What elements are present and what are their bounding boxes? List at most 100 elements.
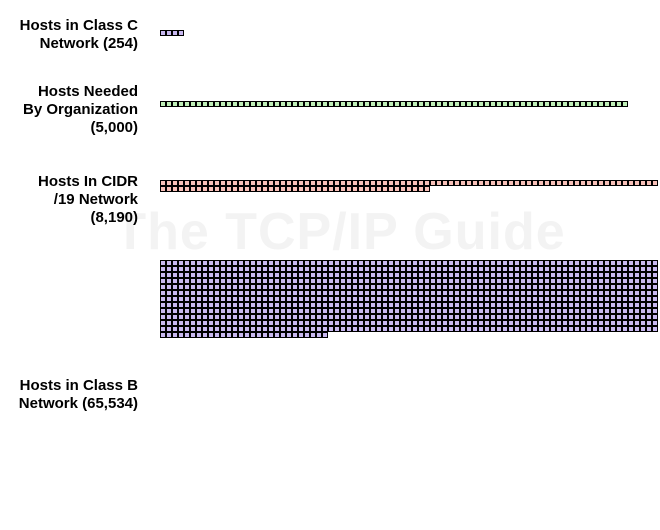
host-block-cell bbox=[197, 187, 201, 191]
host-block-cell bbox=[455, 297, 459, 301]
host-block-cell bbox=[347, 315, 351, 319]
host-block-cell bbox=[389, 327, 393, 331]
host-block-cell bbox=[299, 309, 303, 313]
host-block-cell bbox=[257, 297, 261, 301]
host-block-cell bbox=[203, 309, 207, 313]
host-block-cell bbox=[179, 303, 183, 307]
host-block-cell bbox=[233, 181, 237, 185]
host-block-cell bbox=[431, 291, 435, 295]
host-block-cell bbox=[221, 261, 225, 265]
host-block-cell bbox=[239, 303, 243, 307]
host-block-cell bbox=[575, 279, 579, 283]
host-block-cell bbox=[425, 102, 429, 106]
host-block-cell bbox=[179, 291, 183, 295]
host-block-cell bbox=[317, 102, 321, 106]
host-block-cell bbox=[437, 315, 441, 319]
host-block-cell bbox=[647, 327, 651, 331]
host-block-cell bbox=[341, 285, 345, 289]
host-block-cell bbox=[365, 303, 369, 307]
host-block-cell bbox=[437, 102, 441, 106]
host-block-cell bbox=[227, 297, 231, 301]
host-block-cell bbox=[653, 291, 657, 295]
host-block-cell bbox=[293, 333, 297, 337]
host-block-cell bbox=[617, 321, 621, 325]
host-block-cell bbox=[539, 309, 543, 313]
host-block-cell bbox=[479, 297, 483, 301]
host-block-cell bbox=[317, 279, 321, 283]
host-block-cell bbox=[551, 181, 555, 185]
host-block-cell bbox=[593, 327, 597, 331]
host-block-cell bbox=[587, 321, 591, 325]
host-block-cell bbox=[389, 187, 393, 191]
host-block-cell bbox=[605, 327, 609, 331]
label-line: Hosts in Class B bbox=[19, 377, 138, 394]
host-block-cell bbox=[161, 187, 165, 191]
host-block-cell bbox=[371, 327, 375, 331]
host-block-cell bbox=[203, 187, 207, 191]
host-block-cell bbox=[581, 285, 585, 289]
host-block-cell bbox=[635, 285, 639, 289]
host-block-cell bbox=[347, 291, 351, 295]
host-block-cell bbox=[575, 181, 579, 185]
host-block-cell bbox=[653, 297, 657, 301]
host-block-cell bbox=[383, 102, 387, 106]
host-block-cell bbox=[449, 285, 453, 289]
host-block-cell bbox=[353, 279, 357, 283]
host-block-cell bbox=[521, 102, 525, 106]
host-block-cell bbox=[359, 273, 363, 277]
host-block-cell bbox=[605, 321, 609, 325]
host-block-cell bbox=[425, 261, 429, 265]
host-block-cell bbox=[491, 279, 495, 283]
host-block-cell bbox=[587, 315, 591, 319]
host-block-cell bbox=[395, 321, 399, 325]
host-block-cell bbox=[581, 273, 585, 277]
host-block-cell bbox=[599, 315, 603, 319]
host-block-cell bbox=[629, 267, 633, 271]
host-block-cell bbox=[377, 309, 381, 313]
host-block-cell bbox=[407, 327, 411, 331]
host-block-cell bbox=[521, 261, 525, 265]
host-block-cell bbox=[323, 102, 327, 106]
host-block-cell bbox=[455, 315, 459, 319]
host-block-cell bbox=[359, 309, 363, 313]
host-block-cell bbox=[401, 102, 405, 106]
host-block-cell bbox=[335, 315, 339, 319]
host-block-cell bbox=[563, 297, 567, 301]
host-block-cell bbox=[167, 285, 171, 289]
host-block-cell bbox=[623, 321, 627, 325]
host-block-cell bbox=[653, 273, 657, 277]
host-block-cell bbox=[431, 309, 435, 313]
host-block-cell bbox=[287, 321, 291, 325]
host-block-cell bbox=[413, 261, 417, 265]
host-block-cell bbox=[521, 309, 525, 313]
host-block-cell bbox=[395, 187, 399, 191]
host-block-cell bbox=[425, 303, 429, 307]
host-block-cell bbox=[269, 333, 273, 337]
host-block-cell bbox=[287, 267, 291, 271]
host-block-cell bbox=[515, 297, 519, 301]
host-block-cell bbox=[563, 267, 567, 271]
host-block-cell bbox=[509, 273, 513, 277]
host-block-cell bbox=[329, 261, 333, 265]
host-block-cell bbox=[209, 303, 213, 307]
host-block-cell bbox=[407, 273, 411, 277]
host-block-cell bbox=[167, 187, 171, 191]
host-block-cell bbox=[599, 297, 603, 301]
host-block-cell bbox=[263, 297, 267, 301]
host-block-cell bbox=[563, 309, 567, 313]
host-block-cell bbox=[203, 297, 207, 301]
host-block-cell bbox=[401, 181, 405, 185]
host-block-cell bbox=[575, 303, 579, 307]
host-block-cell bbox=[329, 297, 333, 301]
host-block-cell bbox=[515, 102, 519, 106]
host-block-cell bbox=[173, 187, 177, 191]
host-block-cell bbox=[539, 285, 543, 289]
host-block-cell bbox=[161, 181, 165, 185]
host-block-cell bbox=[299, 279, 303, 283]
host-block-cell bbox=[539, 291, 543, 295]
host-block-cell bbox=[161, 321, 165, 325]
host-block-cell bbox=[305, 315, 309, 319]
host-block-cell bbox=[389, 321, 393, 325]
host-block-cell bbox=[641, 267, 645, 271]
host-block-cell bbox=[377, 285, 381, 289]
